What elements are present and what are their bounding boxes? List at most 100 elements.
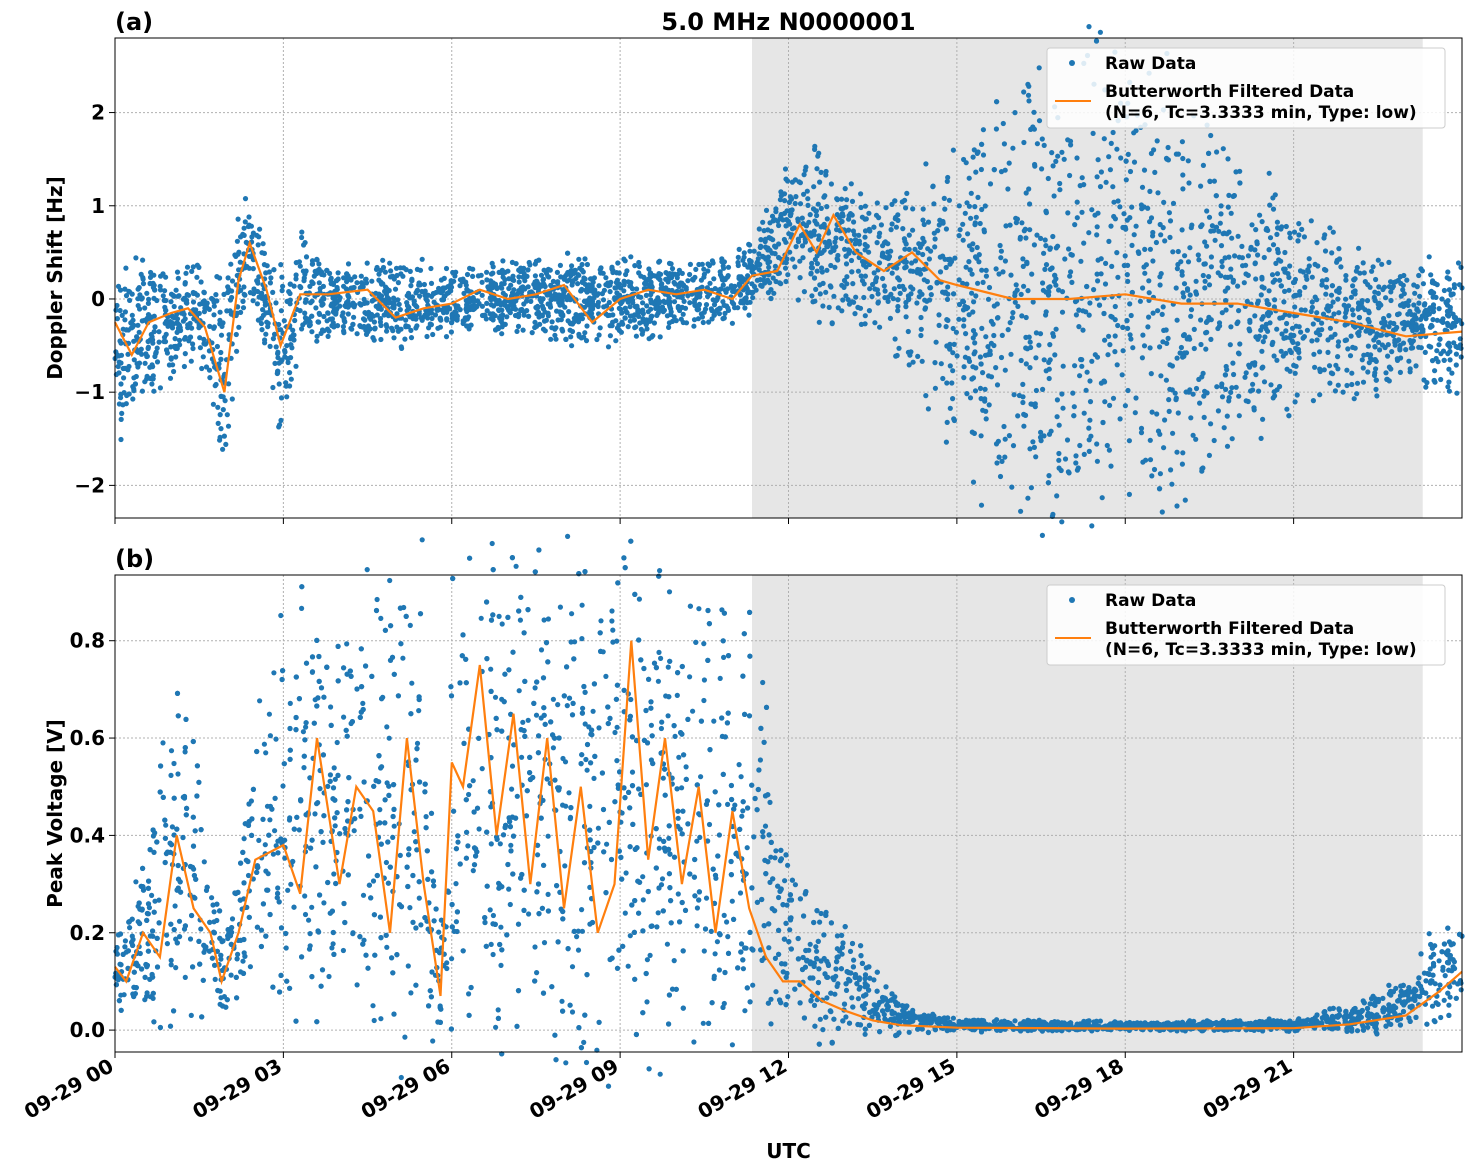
raw-data-point (1347, 353, 1354, 359)
y-axis-label: Doppler Shift [Hz] (43, 176, 67, 380)
raw-data-point (236, 324, 242, 330)
raw-data-point (1095, 257, 1101, 263)
y-tick-label: 0 (91, 287, 105, 311)
raw-data-point (1350, 289, 1356, 295)
raw-data-point (1066, 470, 1072, 476)
raw-data-point (1029, 401, 1035, 407)
raw-data-point (147, 364, 153, 370)
raw-data-point (945, 174, 951, 181)
raw-data-point (1056, 422, 1062, 428)
raw-data-point (956, 316, 962, 322)
raw-data-point (1106, 447, 1112, 453)
raw-data-point (817, 179, 823, 185)
raw-data-point (1127, 168, 1134, 175)
raw-data-point (299, 229, 305, 235)
raw-data-point (1388, 366, 1394, 372)
raw-data-point (316, 261, 322, 267)
raw-data-point (1330, 229, 1336, 235)
raw-data-point (1274, 271, 1281, 277)
raw-data-point (1074, 199, 1080, 205)
raw-data-point (822, 239, 828, 245)
raw-data-point (437, 315, 443, 321)
raw-data-point (150, 376, 156, 382)
raw-data-point (1329, 283, 1335, 289)
raw-data-point (1149, 473, 1155, 479)
raw-data-point (1166, 210, 1172, 216)
raw-data-point (1030, 299, 1036, 305)
raw-data-point (1319, 278, 1325, 284)
raw-data-point (1208, 132, 1214, 139)
raw-data-point (1133, 395, 1139, 401)
raw-data-point (175, 321, 181, 327)
raw-data-point (278, 359, 284, 365)
raw-data-point (750, 295, 756, 301)
raw-data-point (1206, 282, 1213, 288)
raw-data-point (320, 283, 326, 289)
raw-data-point (1252, 313, 1258, 319)
raw-data-point (187, 320, 193, 326)
raw-data-point (1058, 467, 1064, 474)
raw-data-point (1365, 343, 1371, 349)
raw-data-point (302, 315, 309, 321)
raw-data-point (425, 311, 431, 317)
raw-data-point (1158, 373, 1164, 379)
raw-data-point (184, 264, 191, 270)
raw-data-point (184, 292, 190, 298)
raw-data-point (390, 328, 396, 334)
raw-data-point (669, 266, 676, 272)
raw-data-point (848, 257, 855, 264)
raw-data-point (1254, 239, 1260, 245)
raw-data-point (1149, 409, 1155, 415)
raw-data-point (1216, 228, 1222, 234)
raw-data-point (1138, 425, 1145, 431)
raw-data-point (848, 181, 854, 187)
raw-data-point (849, 198, 856, 204)
raw-data-point (558, 311, 564, 318)
raw-data-point (1064, 437, 1071, 443)
raw-data-point (1079, 363, 1085, 369)
raw-data-point (1370, 264, 1376, 270)
raw-data-point (460, 318, 466, 324)
raw-data-point (828, 181, 835, 187)
raw-data-point (896, 277, 903, 283)
raw-data-point (1401, 272, 1407, 279)
raw-data-point (421, 281, 427, 288)
raw-data-point (792, 200, 798, 207)
raw-data-point (967, 267, 973, 273)
raw-data-point (656, 299, 663, 305)
raw-data-point (270, 289, 276, 295)
raw-data-point (885, 241, 891, 247)
raw-data-point (173, 345, 179, 351)
raw-data-point (126, 289, 133, 295)
raw-data-point (998, 255, 1004, 261)
raw-data-point (1287, 347, 1293, 353)
raw-data-point (839, 308, 845, 314)
raw-data-point (1296, 232, 1302, 238)
raw-data-point (555, 279, 561, 285)
raw-data-point (965, 231, 971, 237)
raw-data-point (1278, 348, 1284, 354)
raw-data-point (1163, 327, 1169, 333)
raw-data-point (1421, 302, 1427, 308)
raw-data-point (318, 298, 324, 304)
raw-data-point (993, 365, 999, 371)
raw-data-point (875, 299, 882, 305)
raw-data-point (1360, 365, 1366, 371)
raw-data-point (1296, 221, 1302, 227)
raw-data-point (1350, 344, 1356, 350)
raw-data-point (1284, 366, 1290, 372)
raw-data-point (982, 203, 988, 209)
raw-data-point (1181, 332, 1187, 338)
raw-data-point (1360, 379, 1367, 385)
raw-data-point (1264, 300, 1270, 307)
raw-data-point (993, 266, 999, 272)
raw-data-point (1125, 278, 1131, 284)
raw-data-point (1042, 237, 1048, 243)
raw-data-point (213, 292, 219, 298)
raw-data-point (970, 154, 976, 160)
raw-data-point (999, 458, 1005, 464)
raw-data-point (668, 309, 674, 315)
raw-data-point (925, 406, 932, 412)
raw-data-point (569, 328, 576, 335)
raw-data-point (466, 288, 472, 294)
